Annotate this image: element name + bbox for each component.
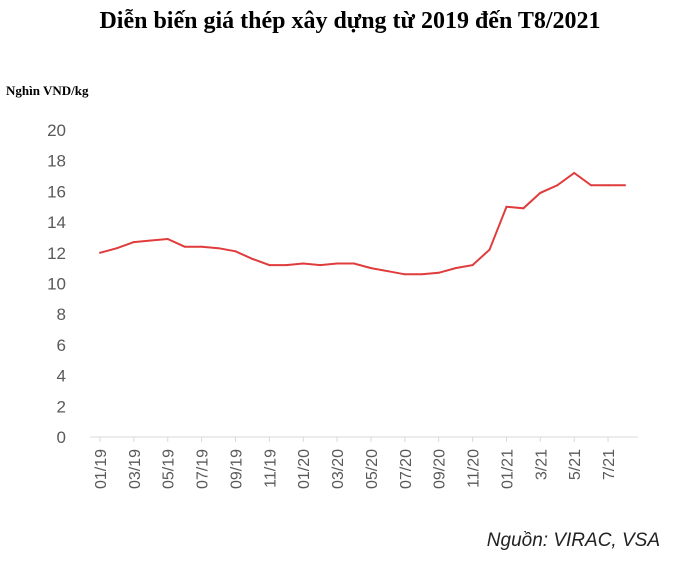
data-point xyxy=(285,264,288,267)
y-unit-label: Nghìn VND/kg xyxy=(6,83,89,98)
x-tick-label: 7/21 xyxy=(601,449,618,480)
data-point xyxy=(573,171,576,174)
data-point xyxy=(166,237,169,240)
x-tick-label: 11/20 xyxy=(466,449,483,488)
data-point xyxy=(522,207,525,210)
data-point xyxy=(251,257,254,260)
x-tick-label: 07/19 xyxy=(195,449,212,489)
y-tick-label: 0 xyxy=(57,428,66,447)
data-point xyxy=(302,262,305,265)
data-point xyxy=(556,184,559,187)
data-point xyxy=(505,205,508,208)
data-point xyxy=(488,248,491,251)
data-point xyxy=(454,267,457,270)
x-tick-label: 01/19 xyxy=(93,449,110,489)
data-point xyxy=(607,184,610,187)
y-tick-label: 10 xyxy=(47,275,66,294)
data-point xyxy=(268,264,271,267)
y-tick-label: 12 xyxy=(47,244,66,263)
data-point xyxy=(99,251,101,254)
data-point xyxy=(234,250,237,253)
y-tick-label: 8 xyxy=(57,305,66,324)
x-tick-label: 05/20 xyxy=(364,449,381,489)
price-series-line xyxy=(99,171,625,276)
x-tick-label: 05/19 xyxy=(161,449,178,489)
data-points xyxy=(99,171,626,276)
y-tick-label: 20 xyxy=(47,121,66,140)
data-point xyxy=(115,247,118,250)
data-point xyxy=(471,264,474,267)
data-point xyxy=(319,264,322,267)
x-tick-label: 01/21 xyxy=(499,449,516,489)
y-tick-label: 2 xyxy=(57,397,66,416)
x-tick-label: 09/20 xyxy=(432,449,449,489)
data-point xyxy=(369,267,372,270)
x-tick-label: 09/19 xyxy=(228,449,245,489)
data-point xyxy=(149,239,152,242)
data-point xyxy=(200,245,203,248)
x-tick-label: 01/20 xyxy=(296,449,313,489)
data-point xyxy=(183,245,186,248)
y-tick-label: 14 xyxy=(47,213,66,232)
x-tick-label: 11/19 xyxy=(262,449,279,488)
data-point xyxy=(353,262,356,265)
x-tick-label: 3/21 xyxy=(533,449,550,480)
data-point xyxy=(539,191,542,194)
y-tick-label: 16 xyxy=(47,182,66,201)
x-axis-ticks: 01/19 03/19 05/19 07/19 09/19 11/19 01/20 03/20… xyxy=(93,437,618,489)
chart-title: Diễn biến giá thép xây dựng từ 2019 đến … xyxy=(99,8,601,34)
x-tick-label: 5/21 xyxy=(567,449,584,480)
data-point xyxy=(590,184,593,187)
data-point xyxy=(132,241,135,244)
x-tick-label: 07/20 xyxy=(398,449,415,489)
source-note: Nguồn: VIRAC, VSA xyxy=(486,530,660,551)
y-axis-ticks: 0 2 4 6 8 10 12 14 16 18 20 xyxy=(47,121,66,447)
x-tick-label: 03/20 xyxy=(330,449,347,489)
data-point xyxy=(386,270,389,273)
y-tick-label: 6 xyxy=(57,336,66,355)
data-point xyxy=(624,184,626,187)
x-tick-label: 03/19 xyxy=(127,449,144,489)
data-point xyxy=(403,273,406,276)
data-point xyxy=(420,273,423,276)
y-tick-label: 18 xyxy=(47,152,66,171)
data-point xyxy=(336,262,339,265)
data-point xyxy=(437,271,440,274)
y-tick-label: 4 xyxy=(57,367,66,386)
data-point xyxy=(217,247,220,250)
